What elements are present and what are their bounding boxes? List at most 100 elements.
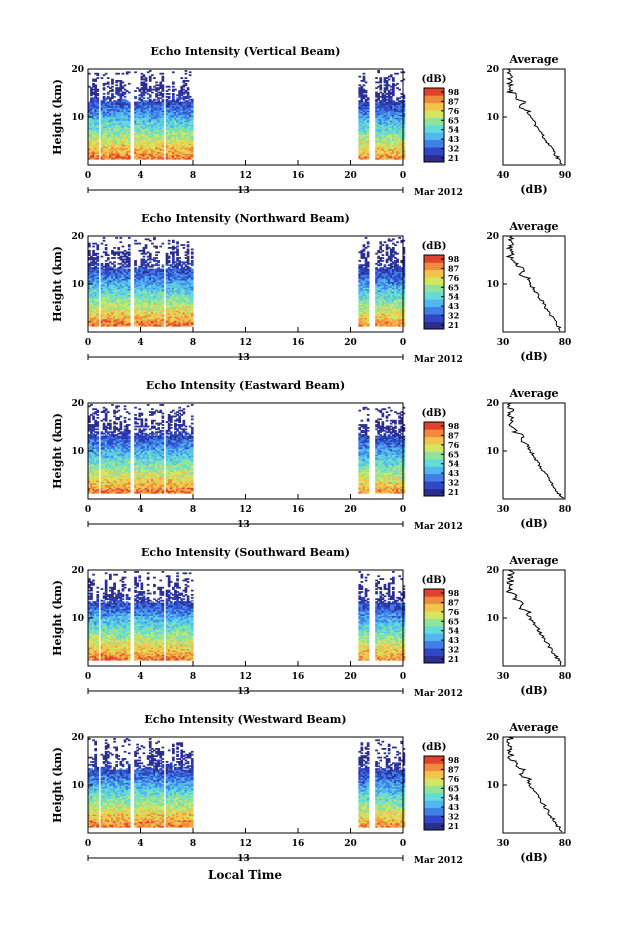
heatmap-cell: [117, 313, 121, 316]
heatmap-cell: [119, 324, 123, 327]
heatmap-cell: [94, 142, 97, 144]
heatmap-cell: [165, 144, 169, 147]
heatmap-cell: [88, 136, 91, 138]
colorbar-tick-label: 76: [448, 106, 460, 116]
heatmap-cell: [155, 140, 158, 143]
heatmap-cell: [109, 309, 112, 311]
heatmap-cell: [127, 281, 131, 284]
heatmap-cell: [140, 297, 144, 300]
heatmap-cell: [117, 291, 121, 294]
heatmap-cell: [104, 301, 108, 304]
heatmap-cell: [92, 107, 95, 110]
heatmap-cell: [155, 90, 158, 92]
heatmap-cell: [142, 142, 146, 144]
heatmap-cell: [176, 117, 179, 120]
heatmap-cell: [123, 116, 127, 118]
heatmap-cell: [161, 133, 165, 136]
heatmap-cell: [144, 77, 148, 79]
heatmap-cell: [360, 87, 364, 89]
heatmap-cell: [119, 300, 123, 303]
heatmap-cell: [178, 133, 181, 136]
heatmap-cell: [167, 144, 171, 147]
heatmap-cell: [92, 133, 95, 136]
heatmap-cell: [88, 290, 91, 292]
heatmap-cell: [96, 144, 100, 147]
heatmap-cell: [364, 150, 368, 153]
heatmap-cell: [115, 296, 118, 298]
heatmap-cell: [186, 154, 190, 157]
heatmap-cell: [96, 134, 100, 137]
heatmap-cell: [182, 108, 186, 111]
heatmap-cell: [113, 298, 116, 301]
heatmap-cell: [92, 157, 95, 160]
heatmap-cell: [121, 283, 125, 285]
heatmap-cell: [121, 149, 125, 151]
heatmap-cell: [92, 101, 95, 104]
x-tick-label: 16: [292, 171, 305, 181]
heatmap-cell: [121, 324, 125, 327]
heatmap-cell: [104, 113, 108, 115]
heatmap-cell: [182, 153, 186, 156]
heatmap-cell: [117, 137, 121, 140]
heatmap-cell: [123, 120, 127, 123]
heatmap-cell: [104, 120, 108, 123]
heatmap-cell: [90, 133, 93, 136]
heatmap-cell: [104, 133, 108, 136]
heatmap-cell: [148, 147, 152, 150]
heatmap-cell: [190, 104, 194, 107]
heatmap-cell: [102, 144, 106, 147]
heatmap-cell: [125, 303, 129, 305]
heatmap-cell: [117, 116, 121, 118]
heatmap-cell: [157, 98, 160, 101]
heatmap-cell: [144, 280, 148, 282]
heatmap-cell: [117, 108, 121, 111]
heatmap-cell: [90, 93, 93, 95]
heatmap-cell: [381, 143, 385, 146]
heatmap-cell: [381, 110, 385, 113]
heatmap-cell: [136, 130, 139, 133]
heatmap-cell: [155, 137, 158, 140]
heatmap-cell: [127, 134, 131, 137]
heatmap-cell: [358, 136, 362, 138]
heatmap-cell: [113, 275, 116, 278]
heatmap-cell: [144, 303, 148, 305]
heatmap-cell: [111, 290, 114, 292]
heatmap-cell: [102, 157, 106, 160]
heatmap-cell: [117, 136, 121, 138]
heatmap-cell: [148, 90, 152, 92]
heatmap-cell: [136, 311, 139, 314]
heatmap-cell: [92, 93, 95, 95]
heatmap-cell: [104, 316, 108, 318]
heatmap-cell: [140, 280, 144, 282]
heatmap-cell: [134, 260, 137, 262]
heatmap-cell: [398, 149, 401, 151]
heatmap-cell: [140, 140, 144, 143]
x-tick-label: 4: [137, 171, 143, 181]
heatmap-cell: [385, 110, 389, 113]
heatmap-cell: [144, 143, 148, 146]
heatmap-cell: [364, 127, 368, 130]
heatmap-cell: [146, 117, 150, 120]
heatmap-cell: [184, 153, 188, 156]
heatmap-cell: [396, 111, 399, 114]
heatmap-cell: [111, 307, 114, 310]
heatmap-cell: [134, 136, 137, 138]
heatmap-cell: [109, 133, 112, 136]
heatmap-cell: [398, 134, 401, 137]
heatmap-cell: [92, 131, 95, 134]
heatmap-cell: [148, 313, 152, 316]
heatmap-cell: [400, 116, 404, 118]
heatmap-cell: [127, 130, 131, 133]
heatmap-cell: [178, 146, 181, 149]
heatmap-cell: [402, 94, 406, 97]
heatmap-cell: [146, 283, 150, 285]
heatmap-cell: [362, 131, 366, 134]
heatmap-cell: [138, 134, 142, 137]
heatmap-cell: [151, 121, 154, 124]
heatmap-cell: [106, 156, 110, 159]
heatmap-cell: [109, 311, 112, 314]
heatmap-cell: [121, 293, 125, 295]
heatmap-cell: [151, 111, 154, 114]
heatmap-cell: [88, 154, 91, 157]
heatmap-cell: [115, 307, 118, 310]
